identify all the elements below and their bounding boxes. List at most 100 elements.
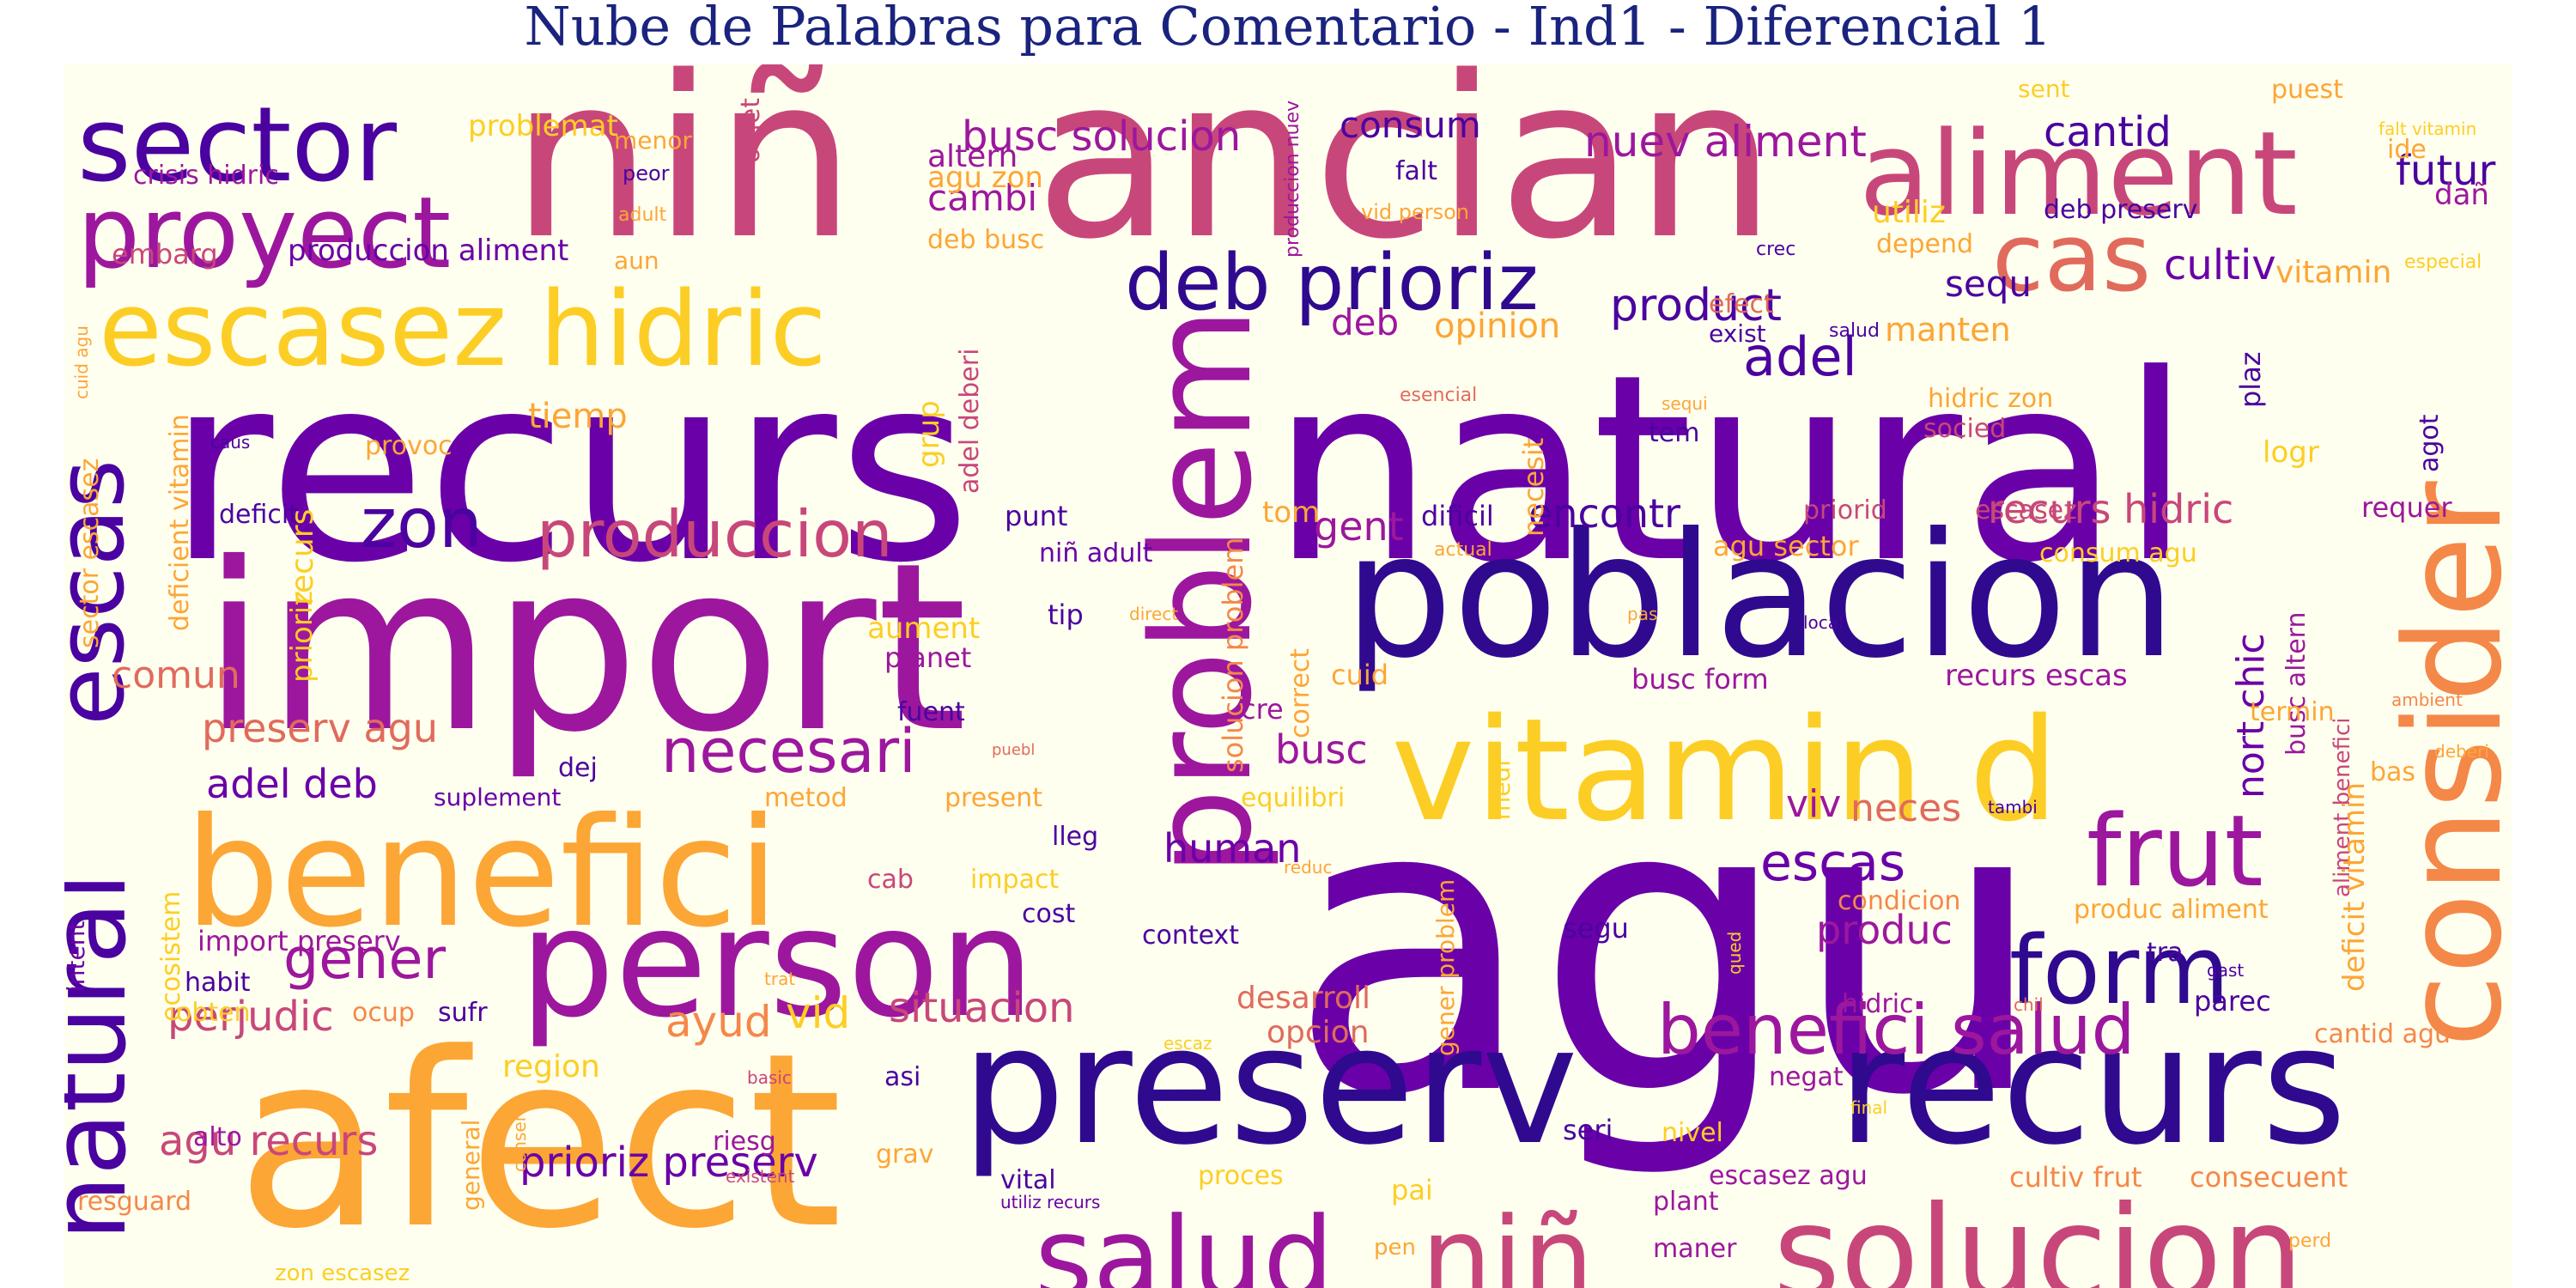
- cloud-word: fuent: [897, 697, 965, 727]
- cloud-word: proyect: [77, 176, 452, 291]
- cloud-word: escasez agu: [1709, 1161, 1868, 1191]
- cloud-word: afect: [236, 1002, 843, 1282]
- cloud-word: opinion: [1434, 307, 1561, 346]
- cloud-word: cre: [1241, 693, 1284, 726]
- cloud-word: pen: [1374, 1235, 1416, 1261]
- chart-title: Nube de Palabras para Comentario - Ind1 …: [524, 0, 2052, 58]
- cloud-word: gener problem: [1431, 878, 1460, 1056]
- cloud-word: priorid: [1803, 495, 1887, 526]
- cloud-word: negat: [1769, 1062, 1844, 1092]
- cloud-word: busc solucion: [962, 112, 1242, 161]
- cloud-word: import preserv: [197, 925, 401, 957]
- cloud-word: logr: [2263, 435, 2319, 470]
- cloud-word: problemat: [468, 109, 618, 143]
- cloud-word: recurs escas: [1945, 659, 2128, 693]
- cloud-word: prioriz preserv: [519, 1139, 818, 1187]
- cloud-word: parec: [2194, 985, 2271, 1018]
- cloud-word: solucion problem: [1217, 537, 1249, 773]
- cloud-word: vitamin d: [1391, 688, 2059, 853]
- cloud-word: deb: [1331, 301, 1400, 343]
- cloud-word: necesit: [1517, 437, 1550, 537]
- cloud-word: embarg: [112, 238, 218, 270]
- cloud-word: deb busc: [927, 225, 1045, 255]
- cloud-word: cantid: [2044, 108, 2172, 156]
- cloud-word: obten: [176, 998, 251, 1028]
- cloud-word: nivel: [1662, 1118, 1723, 1148]
- cloud-word: adel deberi: [955, 348, 985, 494]
- cloud-word: prioriz: [285, 590, 319, 683]
- cloud-word: existent: [726, 1166, 795, 1187]
- cloud-word: poblacion: [1344, 496, 2177, 696]
- cloud-word: produccion nuev: [1282, 100, 1303, 258]
- cloud-word: menor: [614, 126, 692, 155]
- cloud-word: manten: [1885, 311, 2011, 349]
- cloud-word: gast: [2207, 960, 2245, 981]
- cloud-word: tom: [1262, 495, 1321, 530]
- cloud-word: cuid: [1331, 659, 1389, 691]
- cloud-word: busc: [1275, 726, 1368, 773]
- cloud-word: cas: [1992, 203, 2152, 313]
- cloud-word: agu recurs: [159, 1117, 379, 1165]
- cloud-word: benefici salud: [1657, 990, 2136, 1070]
- cloud-word: cultiv: [2164, 241, 2276, 289]
- cloud-word: puebl: [992, 741, 1036, 759]
- cloud-word: cantid agu: [2314, 1019, 2451, 1049]
- cloud-word: planet: [884, 641, 972, 674]
- cloud-word: metod: [764, 783, 848, 813]
- cloud-word: pai: [1391, 1174, 1433, 1206]
- cloud-word: preserv agu: [202, 705, 438, 751]
- cloud-word: ambient: [2391, 690, 2463, 710]
- cloud-word: actual: [1434, 539, 1492, 561]
- cloud-word: tem: [1649, 418, 1700, 448]
- cloud-word: tambi: [1988, 797, 2038, 817]
- cloud-word: consecuent: [2190, 1161, 2348, 1194]
- cloud-word: local: [1803, 612, 1844, 633]
- cloud-word: tip: [1048, 598, 1084, 631]
- cloud-word: dañ: [2434, 178, 2489, 212]
- cloud-word: frut: [2087, 794, 2263, 909]
- cloud-word: hidric: [1842, 989, 1914, 1019]
- cloud-word: ancian: [1035, 64, 1777, 289]
- cloud-word: bas: [2370, 757, 2416, 787]
- cloud-word: seri: [1563, 1114, 1613, 1146]
- cloud-word: grup: [912, 400, 946, 468]
- cloud-word: chil: [2014, 994, 2044, 1015]
- cloud-word: ocup: [352, 998, 415, 1028]
- cloud-word: gener: [283, 927, 447, 992]
- cloud-word: habit: [185, 968, 251, 998]
- cloud-word: peor: [623, 161, 670, 185]
- cloud-word: dej: [558, 753, 598, 783]
- cloud-word: ide: [2387, 135, 2427, 165]
- cloud-word: deberi: [2434, 741, 2489, 762]
- cloud-word: situacion: [889, 984, 1075, 1032]
- cloud-word: deb prioriz: [1125, 238, 1539, 328]
- cloud-word: depend: [1876, 229, 1974, 259]
- cloud-word: vital: [1000, 1165, 1056, 1195]
- cloud-word: cultiv frut: [2009, 1161, 2142, 1194]
- cloud-word: condicion: [1838, 886, 1961, 916]
- cloud-word: plant: [1653, 1187, 1719, 1217]
- cloud-word: vid person: [1361, 200, 1469, 224]
- cloud-word: dificil: [1421, 500, 1494, 532]
- cloud-word: escasez: [1975, 495, 2077, 526]
- cloud-word: vitamin: [2275, 255, 2392, 290]
- cloud-word: recurs: [1838, 991, 2347, 1181]
- cloud-word: suplement: [434, 783, 562, 811]
- cloud-word: altern: [927, 139, 1018, 174]
- cloud-word: natural: [1271, 319, 2192, 619]
- cloud-word: zon: [361, 483, 483, 563]
- cloud-word: ayud: [665, 997, 772, 1047]
- cloud-word: deficit: [219, 500, 299, 530]
- cloud-word: utiliz recurs: [1000, 1192, 1101, 1212]
- cloud-word: asi: [884, 1062, 921, 1092]
- cloud-word: provoc: [365, 431, 453, 461]
- cloud-word: sequ: [1945, 263, 2032, 305]
- cloud-word: socied: [1923, 414, 2007, 444]
- cloud-word: produccion aliment: [288, 234, 569, 268]
- cloud-word: pas: [1627, 604, 1658, 624]
- cloud-word: maner: [1653, 1234, 1737, 1264]
- cloud-word: niñ: [1421, 1193, 1594, 1288]
- cloud-word: viv: [1786, 782, 1842, 826]
- cloud-word: utiliz: [1872, 195, 1946, 230]
- cloud-word: falt: [1395, 156, 1438, 186]
